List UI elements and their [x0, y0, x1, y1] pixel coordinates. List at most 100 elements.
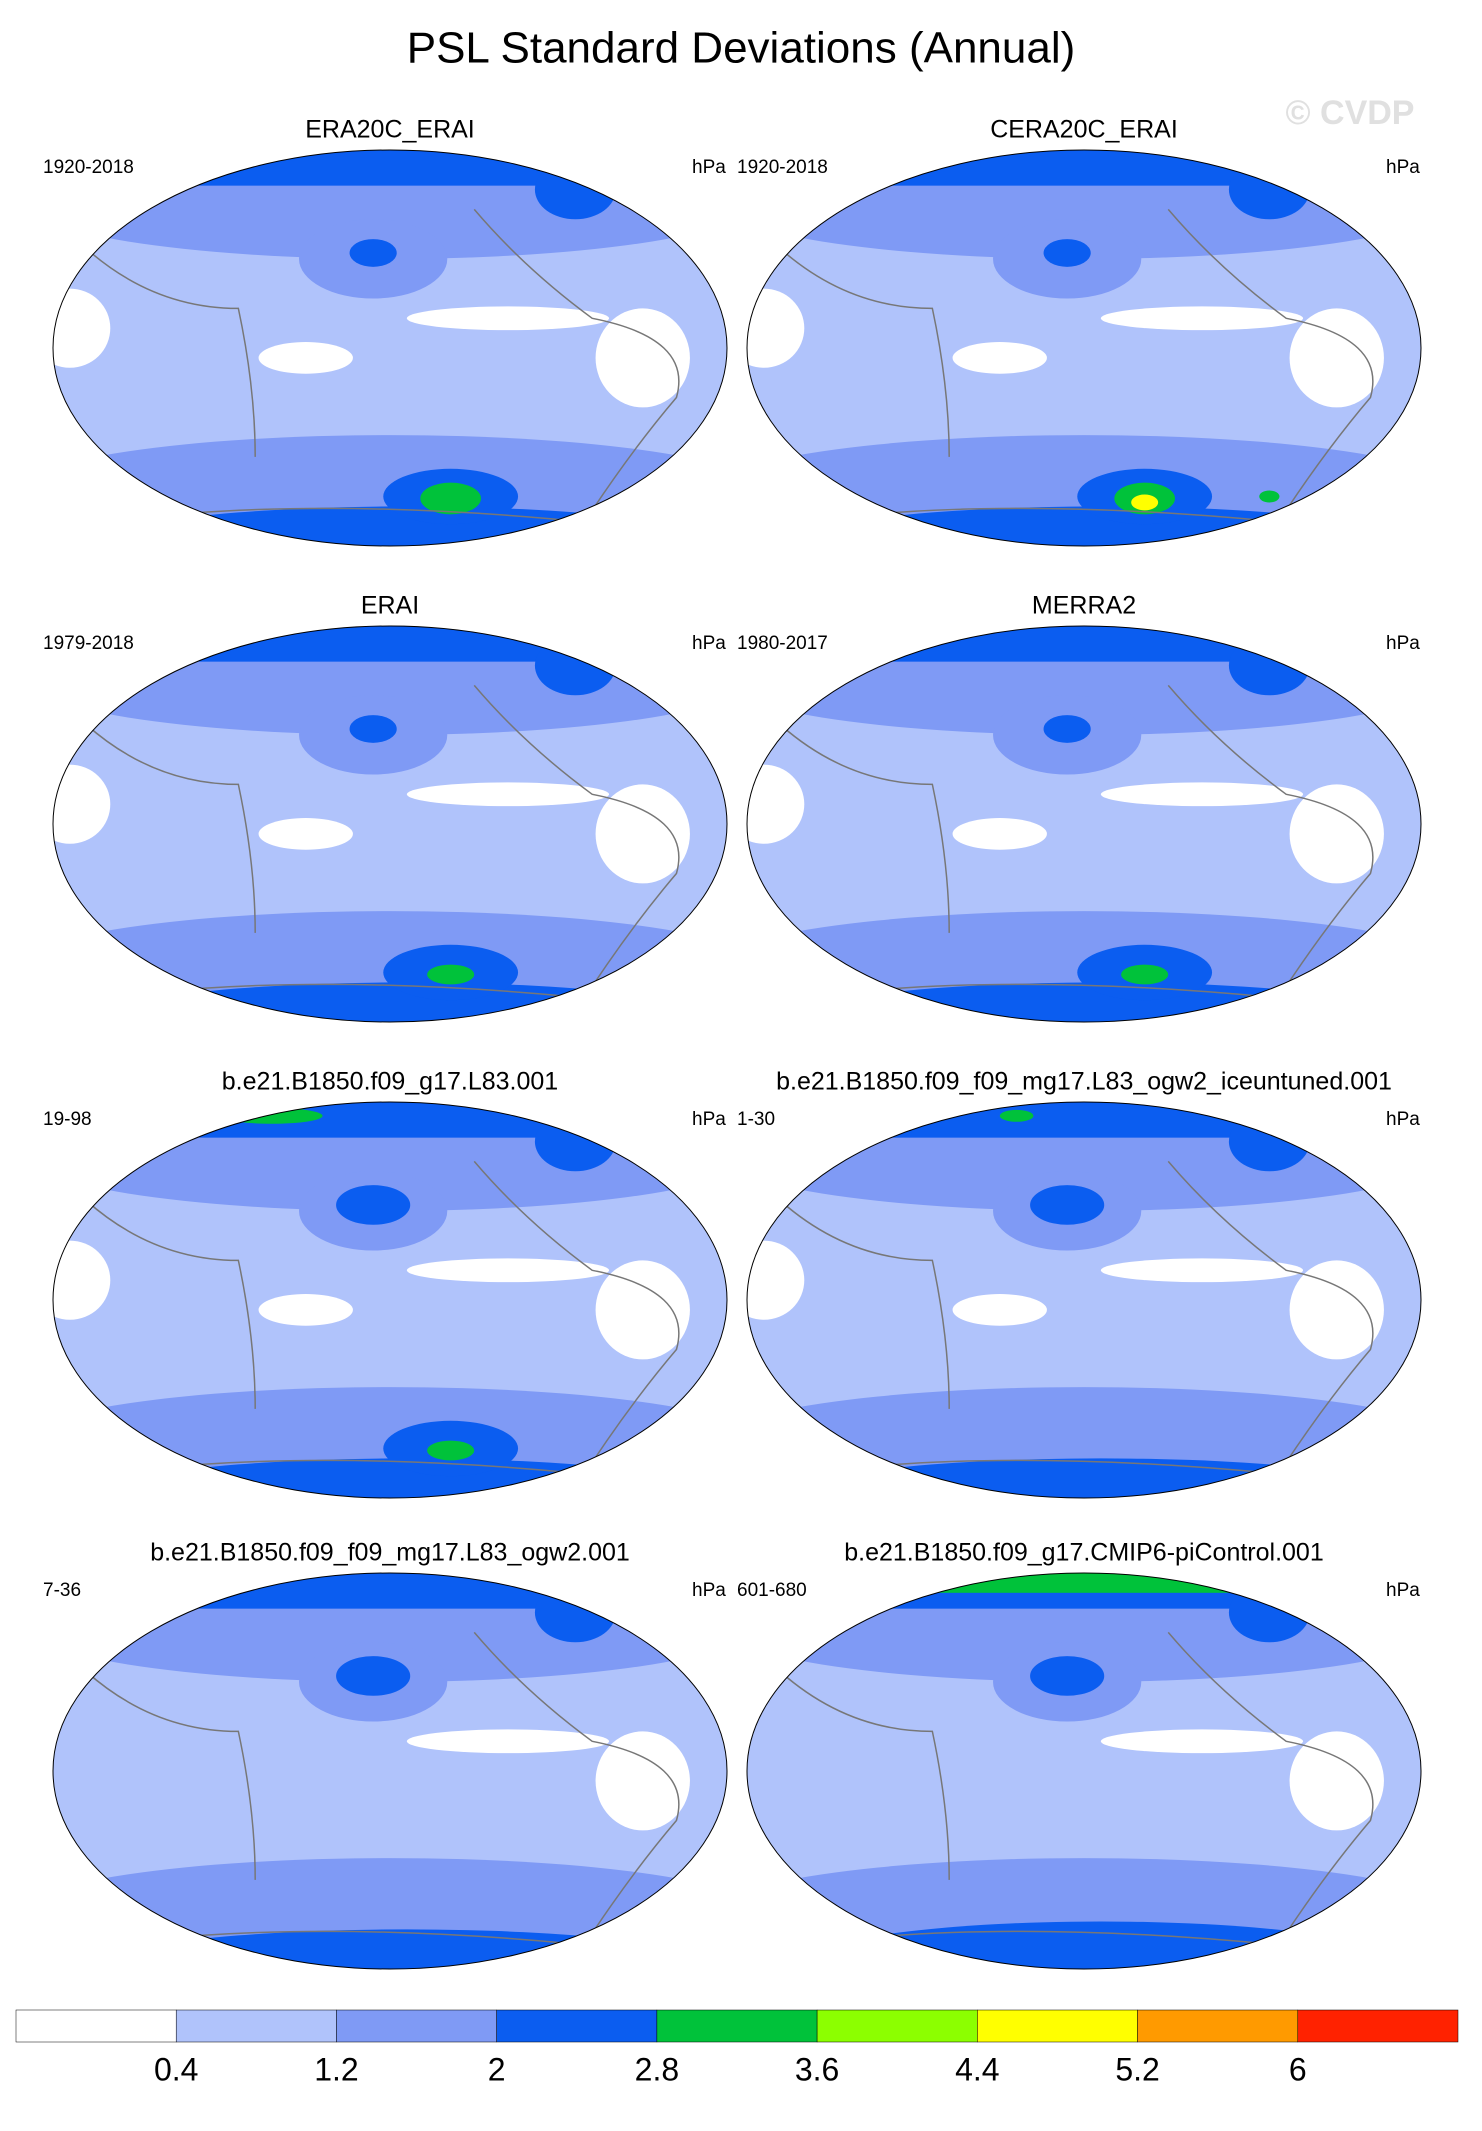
contour-region — [53, 1102, 727, 1138]
contour-region — [595, 1731, 690, 1831]
contour-region — [406, 782, 610, 807]
contour-region — [797, 1458, 1405, 1498]
contour-region — [1228, 1582, 1310, 1643]
coastline — [154, 507, 626, 527]
panel-units: hPa — [692, 1109, 726, 1130]
contour-region — [952, 342, 1047, 374]
map — [747, 150, 1421, 546]
contour-region — [336, 1656, 411, 1696]
contour-region — [1289, 784, 1384, 884]
map-border — [746, 149, 1422, 547]
colorbar-box — [1297, 2009, 1459, 2043]
map — [53, 1573, 727, 1969]
panel-period: 1980-2017 — [737, 633, 828, 654]
contour-region — [1289, 1260, 1384, 1360]
colorbar-box — [336, 2009, 497, 2043]
contour-region — [53, 1240, 111, 1320]
coastline — [473, 208, 680, 537]
contour-region — [420, 482, 481, 515]
contour-region — [53, 288, 111, 368]
map — [747, 626, 1421, 1022]
contour-region — [534, 159, 616, 220]
contour-region — [406, 306, 610, 331]
contour-region — [1228, 159, 1310, 220]
panel-title: b.e21.B1850.f09_g17.CMIP6-piControl.001 — [844, 1539, 1324, 1567]
panel-units: hPa — [1386, 1580, 1420, 1601]
map — [747, 1102, 1421, 1498]
coastline — [780, 1200, 950, 1409]
colorbar-label: 1.2 — [314, 2051, 358, 2087]
panel-period: 1920-2018 — [737, 157, 828, 178]
contour-region — [406, 1258, 610, 1283]
panel-units: hPa — [692, 157, 726, 178]
contour-region — [747, 288, 805, 368]
contour-region — [1100, 1729, 1304, 1754]
coastline — [1167, 684, 1374, 1013]
panel-title: ERAI — [361, 592, 419, 620]
panel-period: 1979-2018 — [43, 633, 134, 654]
panel-units: hPa — [692, 1580, 726, 1601]
contour-region — [952, 818, 1047, 850]
map — [747, 1573, 1421, 1969]
watermark: © CVDP — [1286, 94, 1415, 132]
panel-period: 601-680 — [737, 1580, 807, 1601]
contour-region — [1259, 490, 1280, 503]
panel-period: 1920-2018 — [43, 157, 134, 178]
contour-region — [221, 1107, 323, 1124]
map — [53, 150, 727, 546]
map-border — [746, 1101, 1422, 1499]
contour-region — [595, 1260, 690, 1360]
coastline — [86, 1671, 256, 1880]
colorbar-box — [496, 2009, 658, 2043]
contour-region — [747, 764, 805, 844]
contour-region — [349, 715, 397, 743]
map-border — [746, 1572, 1422, 1970]
contour-region — [797, 1921, 1405, 1969]
contour-region — [53, 150, 727, 186]
contour-region — [1043, 239, 1091, 267]
panel-period: 19-98 — [43, 1109, 92, 1130]
coastline — [848, 1459, 1320, 1479]
map-border — [746, 625, 1422, 1023]
contour-region — [999, 1109, 1034, 1122]
contour-region — [1043, 715, 1091, 743]
coastline — [848, 507, 1320, 527]
contour-region — [747, 1240, 805, 1320]
coastline — [154, 1930, 626, 1950]
contour-region — [747, 1573, 1421, 1593]
contour-region — [406, 1729, 610, 1754]
coastline — [848, 1930, 1320, 1950]
contour-region — [336, 1185, 411, 1225]
contour-region — [1100, 782, 1304, 807]
panel-title: MERRA2 — [1032, 592, 1136, 620]
contour-region — [427, 1440, 475, 1461]
panel-title: CERA20C_ERAI — [990, 116, 1178, 144]
colorbar-box — [656, 2009, 818, 2043]
contour-region — [103, 1929, 711, 1969]
coastline — [1167, 1631, 1374, 1960]
contour-region — [1030, 1656, 1105, 1696]
figure-title: PSL Standard Deviations (Annual) — [407, 24, 1076, 73]
panel-period: 7-36 — [43, 1580, 81, 1601]
contour-region — [349, 239, 397, 267]
contour-region — [952, 1294, 1047, 1326]
contour-region — [534, 1582, 616, 1643]
contour-region — [747, 626, 1421, 662]
contour-region — [1131, 494, 1159, 511]
contour-region — [258, 342, 353, 374]
coastline — [473, 684, 680, 1013]
colorbar-label: 2 — [488, 2051, 506, 2087]
map — [53, 1102, 727, 1498]
colorbar-label: 5.2 — [1115, 2051, 1159, 2087]
contour-region — [53, 764, 111, 844]
contour-region — [747, 150, 1421, 186]
map-border — [52, 1572, 728, 1970]
contour-region — [53, 626, 727, 662]
panel-units: hPa — [1386, 157, 1420, 178]
panel-period: 1-30 — [737, 1109, 775, 1130]
coastline — [780, 1671, 950, 1880]
contour-region — [534, 635, 616, 696]
colorbar-box — [15, 2009, 177, 2043]
contour-region — [1100, 1258, 1304, 1283]
